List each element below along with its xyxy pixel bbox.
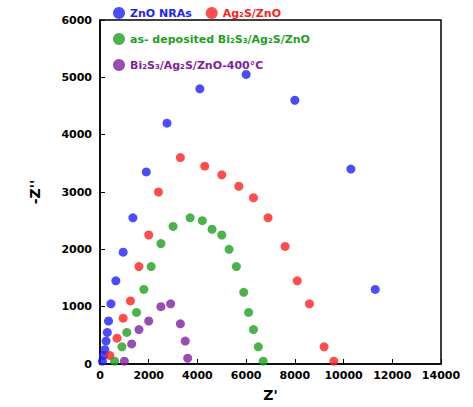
svg-text:12000: 12000 — [373, 369, 412, 382]
svg-text:2000: 2000 — [133, 369, 164, 382]
svg-text:3000: 3000 — [61, 186, 92, 199]
svg-text:8000: 8000 — [280, 369, 311, 382]
svg-text:0: 0 — [84, 358, 92, 371]
svg-text:6000: 6000 — [231, 369, 262, 382]
svg-text:4000: 4000 — [61, 128, 92, 141]
svg-text:5000: 5000 — [61, 71, 92, 84]
svg-text:2000: 2000 — [61, 243, 92, 256]
svg-text:Z': Z' — [263, 387, 277, 403]
svg-text:-Z'': -Z'' — [27, 180, 43, 205]
svg-text:Bi₂S₃/Ag₂S/ZnO-400°C: Bi₂S₃/Ag₂S/ZnO-400°C — [130, 59, 263, 72]
svg-text:4000: 4000 — [182, 369, 213, 382]
svg-text:10000: 10000 — [324, 369, 363, 382]
svg-text:0: 0 — [96, 369, 104, 382]
svg-text:as- deposited Bi₂S₃/Ag₂S/ZnO: as- deposited Bi₂S₃/Ag₂S/ZnO — [130, 33, 310, 46]
svg-text:14000: 14000 — [422, 369, 461, 382]
svg-text:1000: 1000 — [61, 300, 92, 313]
svg-text:ZnO NRAs: ZnO NRAs — [130, 7, 192, 20]
svg-text:Ag₂S/ZnO: Ag₂S/ZnO — [223, 7, 281, 20]
svg-text:6000: 6000 — [61, 14, 92, 27]
